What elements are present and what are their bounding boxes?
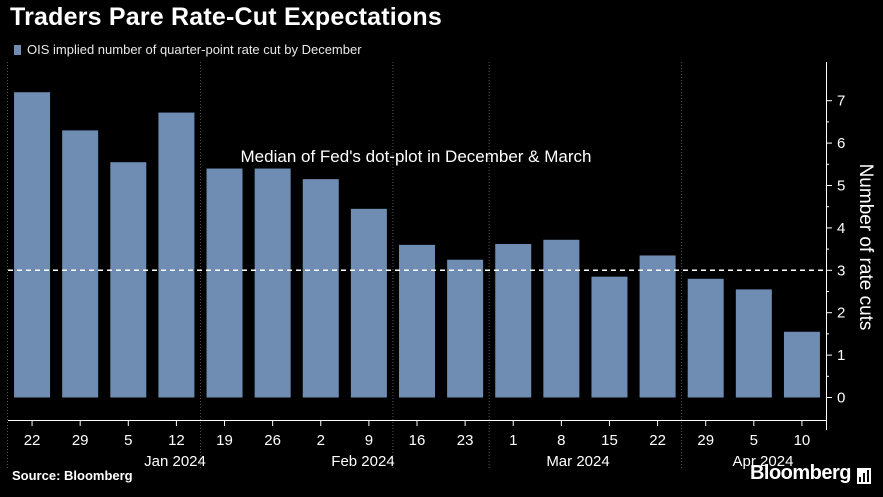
y-tick-label: 5 <box>837 178 845 195</box>
x-month-label: Jan 2024 <box>144 453 206 470</box>
x-tick-label: 19 <box>216 432 233 449</box>
bar <box>62 130 99 398</box>
y-tick-label: 0 <box>837 390 845 407</box>
x-tick-label: 5 <box>750 432 758 449</box>
bar <box>495 244 532 398</box>
x-tick-label: 8 <box>557 432 565 449</box>
x-tick-label: 1 <box>509 432 517 449</box>
reference-line-label: Median of Fed's dot-plot in December & M… <box>241 147 592 166</box>
bar <box>110 162 147 398</box>
y-tick-label: 7 <box>837 93 845 110</box>
x-tick-label: 16 <box>409 432 426 449</box>
bar <box>639 255 676 398</box>
legend-label: OIS implied number of quarter-point rate… <box>27 42 362 57</box>
bar <box>254 168 291 398</box>
x-month-label: Feb 2024 <box>331 453 394 470</box>
source-note: Source: Bloomberg <box>12 468 133 483</box>
bar <box>735 289 772 398</box>
y-tick-label: 1 <box>837 347 845 364</box>
x-tick-label: 23 <box>457 432 474 449</box>
bar <box>158 112 195 398</box>
x-tick-label: 10 <box>794 432 811 449</box>
x-tick-label: 26 <box>264 432 281 449</box>
x-tick-label: 12 <box>168 432 185 449</box>
x-month-label: Apr 2024 <box>733 453 794 470</box>
x-tick-label: 22 <box>649 432 666 449</box>
legend-swatch <box>14 44 21 55</box>
y-tick-label: 4 <box>837 220 845 237</box>
x-tick-label: 29 <box>72 432 89 449</box>
bar <box>399 244 435 398</box>
x-tick-label: 29 <box>697 432 714 449</box>
x-tick-label: 22 <box>24 432 41 449</box>
bar <box>14 92 51 398</box>
bar-chart-icon <box>857 468 871 484</box>
bar <box>591 276 628 398</box>
x-tick-label: 5 <box>124 432 132 449</box>
bar <box>206 168 243 398</box>
chart-legend: OIS implied number of quarter-point rate… <box>14 42 362 57</box>
bar <box>687 278 724 398</box>
x-month-label: Mar 2024 <box>546 453 609 470</box>
bar <box>783 331 820 398</box>
bar <box>447 259 484 398</box>
x-tick-label: 2 <box>317 432 325 449</box>
chart-title: Traders Pare Rate-Cut Expectations <box>10 3 442 31</box>
y-tick-label: 6 <box>837 135 845 152</box>
y-tick-label: 3 <box>837 262 845 279</box>
y-axis-label: Number of rate cuts <box>855 164 876 331</box>
bar <box>350 208 387 398</box>
x-tick-label: 15 <box>601 432 618 449</box>
bar <box>543 239 580 398</box>
y-tick-label: 2 <box>837 305 845 322</box>
brand-logo: Bloomberg <box>749 462 852 484</box>
bar <box>302 179 339 398</box>
x-tick-label: 9 <box>365 432 373 449</box>
